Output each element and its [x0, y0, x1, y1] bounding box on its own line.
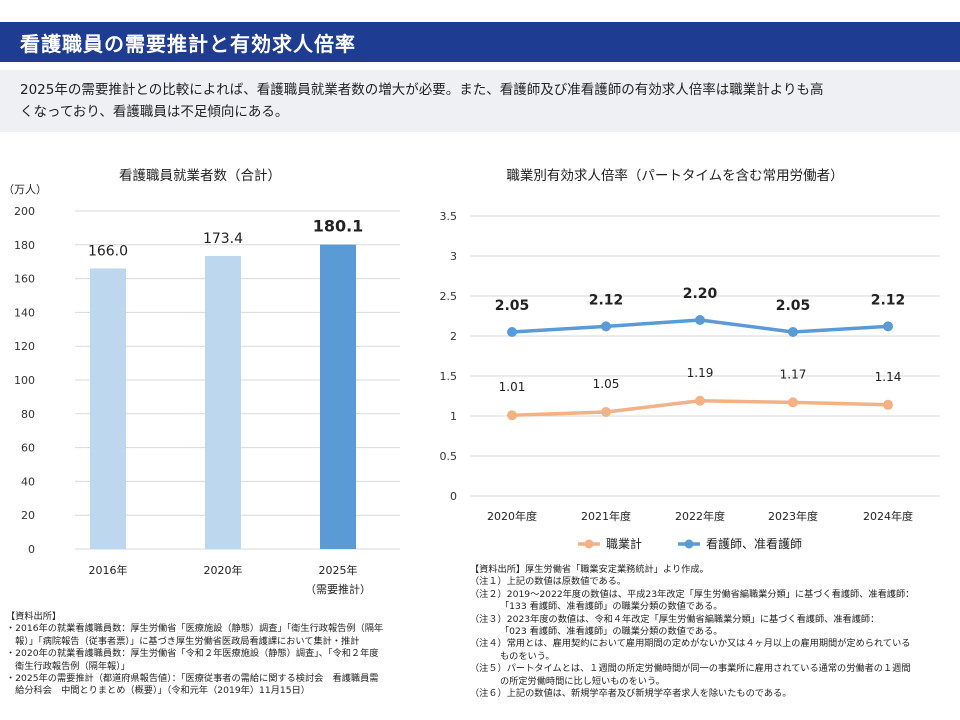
legend-label: 職業計: [606, 536, 642, 551]
bar-chart: 看護職員就業者数（合計） （万人） 0 20 40 60 80 100 120 140 160 1…: [3, 168, 400, 596]
bar-ytick-label: 40: [21, 475, 35, 488]
line-value-label: 2.05: [776, 298, 811, 314]
bar-chart-title: 看護職員就業者数（合計）: [119, 168, 281, 184]
bar-ytick-label: 180: [14, 239, 35, 252]
line-chart: 職業別有効求人倍率（パートタイムを含む常用労働者） 0 0.5 1 1.5 2 2.5 3 3…: [440, 167, 940, 551]
bar-mark: [90, 268, 126, 549]
line-category-label: 2020年度: [487, 509, 537, 523]
source-right-line: ものをいう。: [500, 650, 555, 662]
line-point: [507, 410, 517, 421]
line-point: [788, 397, 798, 408]
legend-label: 看護師、准看護師: [706, 536, 802, 551]
bar-ytick-label: 60: [21, 442, 35, 455]
line-ytick-label: 1.5: [440, 370, 458, 383]
title-bar: 看護職員の需要推計と有効求人倍率: [0, 22, 960, 62]
bar-mark: [320, 244, 356, 550]
line-category-label: 2022年度: [675, 509, 725, 523]
bar-category-label: 2025年: [319, 563, 358, 577]
line-ytick-label: 2.5: [440, 290, 458, 303]
line-ytick-label: 3.5: [440, 210, 458, 223]
bar-ytick-label: 100: [14, 374, 35, 387]
line-point: [601, 321, 611, 332]
bar-value-label: 173.4: [203, 231, 243, 247]
source-right-line: 【資料出所】厚生労働省「職業安定業務統計」より作成。: [470, 564, 709, 575]
bar-value-label: 180.1: [313, 217, 364, 236]
legend-swatch-dot: [684, 539, 694, 549]
bar-value-label: 166.0: [88, 243, 128, 259]
summary-line-2: くなっており、看護職員は不足傾向にある。: [20, 104, 289, 120]
bar-chart-ylabel: （万人）: [3, 183, 47, 196]
line-point: [695, 395, 705, 406]
source-right-line: 「023 看護師、准看護師」の職業分類の数値である。: [500, 626, 723, 638]
bar-ytick-label: 140: [14, 306, 35, 319]
line-point: [883, 399, 893, 410]
sources-right: 【資料出所】厚生労働省「職業安定業務統計」より作成。 （注１）上記の数値は原数値…: [470, 564, 958, 700]
source-right-line: （注１）上記の数値は原数値である。: [470, 576, 627, 588]
summary-box: 2025年の需要推計との比較によれば、看護職員就業者数の増大が必要。また、看護師…: [0, 70, 960, 132]
line-ytick-label: 0: [450, 490, 457, 503]
source-right-line: 「133 看護師、准看護師」の職業分類の数値である。: [500, 601, 723, 613]
line-point: [507, 327, 517, 337]
summary-line-1: 2025年の需要推計との比較によれば、看護職員就業者数の増大が必要。また、看護師…: [20, 82, 824, 98]
page-title: 看護職員の需要推計と有効求人倍率: [20, 31, 356, 56]
line-category-label: 2023年度: [768, 509, 818, 523]
line-ytick-label: 3: [450, 250, 457, 263]
bar-mark: [205, 255, 241, 549]
line-point: [695, 315, 705, 325]
line-point: [883, 321, 893, 332]
line-category-label: 2024年度: [863, 509, 913, 523]
line-value-label: 2.05: [495, 298, 530, 314]
bar-ytick-label: 160: [14, 273, 35, 286]
line-value-label: 1.19: [687, 366, 714, 380]
source-left-line: 【資料出所】: [6, 611, 62, 622]
line-ytick-label: 0.5: [440, 450, 458, 463]
line-value-label: 1.14: [875, 370, 902, 384]
sources-left: 【資料出所】 ・2016年の就業看護職員数：厚生労働省「医療施設（静態）調査」「…: [6, 611, 436, 698]
source-left-line: 報）」「病院報告（従事者票）」に基づき厚生労働省医政局看護課において集計・推計: [6, 635, 360, 647]
bar-ytick-label: 0: [28, 543, 35, 556]
line-value-label: 1.05: [593, 377, 620, 391]
summary-text: 2025年の需要推計との比較によれば、看護職員就業者数の増大が必要。また、看護師…: [20, 79, 940, 123]
line-value-label: 2.20: [683, 286, 718, 302]
bar-category-label: 2020年: [204, 563, 243, 577]
source-right-line: （注５）パートタイムとは、１週間の所定労働時間が同一の事業所に雇用されている通常…: [470, 663, 911, 675]
source-right-line: （注６）上記の数値は、新規学卒者及び新規学卒者求人を除いたものである。: [470, 688, 792, 700]
bar-ytick-label: 120: [14, 340, 35, 353]
line-point: [601, 407, 611, 417]
line-ytick-label: 2: [450, 330, 457, 343]
line-ytick-label: 1: [450, 410, 457, 423]
bar-category-label: 2016年: [89, 563, 128, 577]
line-value-label: 1.01: [499, 380, 526, 394]
line-value-label: 1.17: [780, 367, 807, 381]
line-value-label: 2.12: [871, 292, 906, 308]
source-left-line: ・2016年の就業看護職員数：厚生労働省「医療施設（静態）調査」「衛生行政報告例…: [6, 623, 384, 635]
source-right-line: （注２）2019～2022年度の数値は、平成23年改定「厚生労働省編職業分類」に…: [470, 588, 915, 600]
source-right-line: （注３）2023年度の数値は、令和４年改定「厚生労働省編職業分類」に基づく看護師…: [470, 613, 880, 625]
source-left-line: 給分科会 中間とりまとめ（概要）」（令和元年（2019年）11月15日）: [6, 685, 310, 697]
source-left-line: ・2020年の就業看護職員数：厚生労働省「令和２年医療施設（静態）調査」、「令和…: [6, 648, 379, 660]
source-right-line: （注４）常用とは、雇用契約において雇用期間の定めがないか又は４ヶ月以上の雇用期間…: [470, 638, 911, 650]
source-left-line: 衛生行政報告例（隔年報）」: [6, 660, 131, 672]
bar-ytick-label: 200: [14, 205, 35, 218]
bar-ytick-label: 20: [21, 509, 35, 522]
source-right-line: の所定労働時間に比し短いものをいう。: [500, 675, 665, 687]
legend-swatch-dot: [584, 539, 594, 549]
bar-category-sublabel: （需要推計）: [305, 582, 371, 596]
line-point: [788, 327, 798, 337]
source-left-line: ・2025年の需要推計（都道府県報告値）：「医療従事者の需給に関する検討会 看護…: [6, 673, 379, 685]
line-value-label: 2.12: [589, 292, 624, 308]
bar-ytick-label: 80: [21, 408, 35, 421]
line-category-label: 2021年度: [581, 509, 631, 523]
line-chart-title: 職業別有効求人倍率（パートタイムを含む常用労働者）: [506, 167, 843, 184]
